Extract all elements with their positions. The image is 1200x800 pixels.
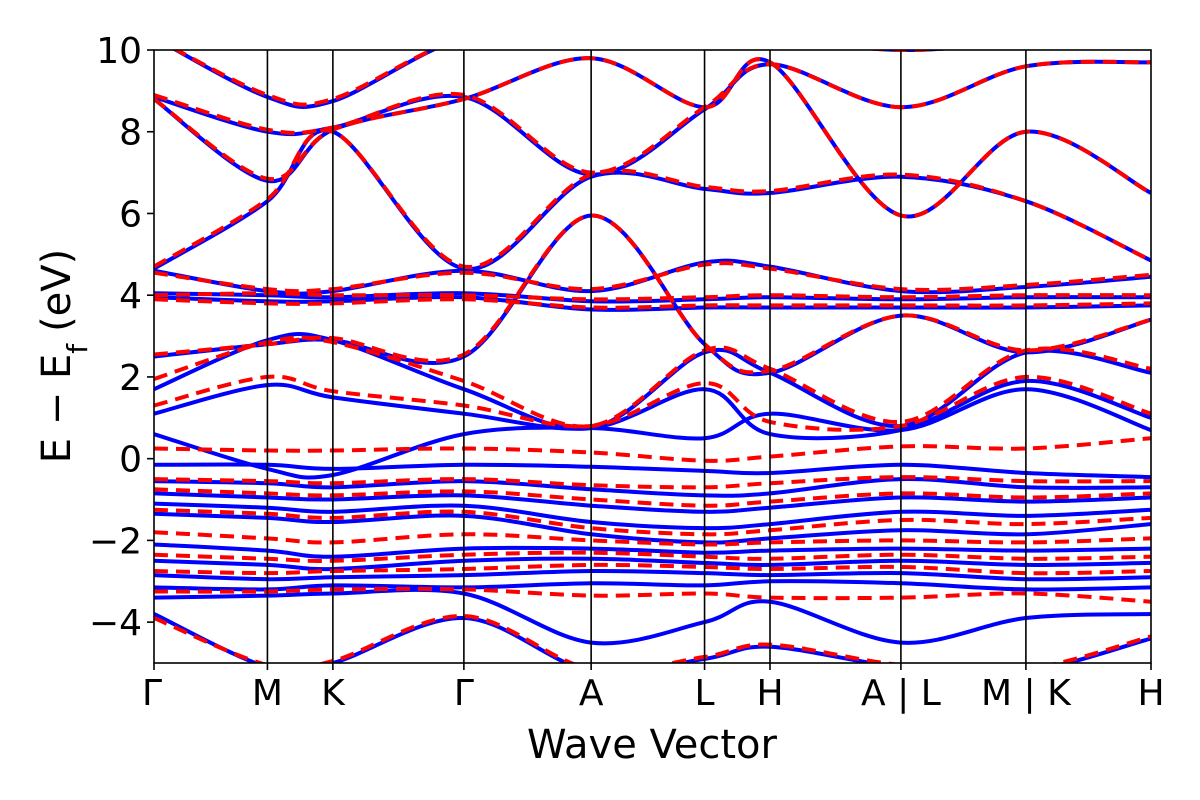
solid-band-12 (154, 387, 1151, 480)
dashed-band-12 (154, 213, 1151, 375)
solid-band-16 (154, 294, 1151, 312)
solid-band-6 (154, 542, 1151, 559)
x-tick-label: L (695, 673, 715, 714)
x-tick-label: A (579, 673, 604, 714)
x-tick-label: M (252, 673, 283, 714)
y-axis-title-unit: (eV) (34, 249, 80, 332)
dashed-band-13 (154, 297, 1151, 310)
high-symmetry-lines (266, 50, 1027, 663)
dashed-band-5 (154, 530, 1151, 547)
solid-band-1 (154, 462, 1151, 480)
dashed-band-7 (154, 562, 1151, 576)
solid-band-10 (154, 587, 1151, 646)
y-tick-label: 10 (96, 31, 142, 72)
y-tick-label: 2 (119, 358, 142, 399)
dashed-band-2 (154, 475, 1151, 490)
bands-layer (154, 50, 1151, 663)
y-tick-label: 0 (119, 440, 142, 481)
solid-band-5 (154, 511, 1151, 545)
y-tick-label: 6 (119, 194, 142, 235)
solid-band-9 (154, 579, 1151, 592)
x-tick-label: Γ (142, 673, 162, 714)
x-axis-title: Wave Vector (527, 722, 778, 768)
dashed-band-1 (154, 436, 1151, 463)
solid-band-4 (154, 501, 1151, 531)
y-axis-ticks: −4 −2 0 2 4 6 8 10 (89, 31, 154, 644)
y-axis-title-main: E − E (34, 354, 80, 464)
solid-band-3 (154, 491, 1151, 514)
solid-band-8 (154, 568, 1151, 582)
y-axis-title: E − Ef (eV) (34, 249, 94, 464)
dashed-band-15 (154, 261, 1151, 294)
solid-band-18 (154, 258, 1151, 296)
solid-band-2 (154, 477, 1151, 498)
dashed-band-6 (154, 550, 1151, 563)
x-tick-label: H (756, 673, 783, 714)
solid-band-7 (154, 556, 1151, 572)
dashed-band-10 (154, 374, 1151, 432)
solid-band-17 (154, 291, 1151, 304)
dashed-band-19 (172, 50, 952, 107)
solid-band-14 (154, 332, 1151, 431)
svg-text:E − Ef(eV): E − Ef (eV) (34, 249, 94, 464)
y-axis-title-sub: f (61, 343, 94, 354)
plot-frame (153, 49, 1152, 664)
dashed-band-8 (154, 586, 1151, 604)
solid-band-22 (172, 50, 952, 109)
solid-band-13 (154, 378, 1151, 441)
dashed-band-4 (154, 507, 1151, 537)
y-tick-label: 8 (119, 113, 142, 154)
x-tick-label: K (321, 673, 346, 714)
x-tick-label: A | L (861, 673, 941, 714)
x-tick-label: H (1137, 673, 1164, 714)
y-tick-label: −4 (89, 603, 142, 644)
dashed-band-3 (154, 487, 1151, 508)
y-tick-label: 4 (119, 276, 142, 317)
dashed-band-14 (154, 291, 1151, 302)
x-tick-label: M | K (981, 673, 1072, 714)
y-tick-label: −2 (89, 521, 142, 562)
x-tick-label: Γ (454, 673, 474, 714)
dashed-band-17 (154, 56, 1151, 219)
dashed-band-18 (154, 59, 1151, 175)
